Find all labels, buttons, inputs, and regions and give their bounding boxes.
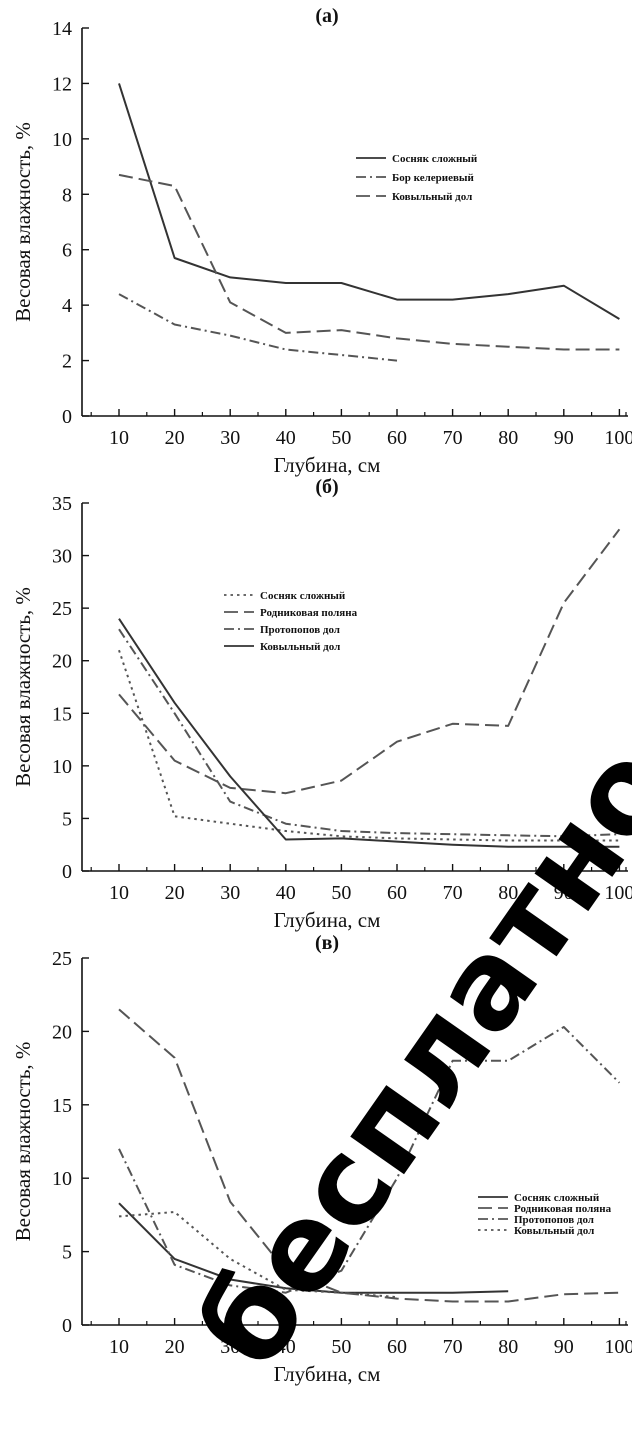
y-tick-label: 20 xyxy=(52,651,72,673)
x-tick-label: 60 xyxy=(387,1336,407,1358)
x-tick-label: 70 xyxy=(443,427,463,449)
x-tick-label: 30 xyxy=(220,1336,240,1358)
y-tick-label: 12 xyxy=(52,73,72,95)
x-tick-label: 100 xyxy=(604,427,632,449)
legend-label: Сосняк сложный xyxy=(260,590,346,602)
x-tick-label: 100 xyxy=(604,882,632,904)
x-tick-label: 80 xyxy=(498,882,518,904)
legend-label: Протопопов дол xyxy=(260,624,340,636)
panel-title: (б) xyxy=(315,476,338,498)
x-tick-label: 10 xyxy=(109,1336,129,1358)
x-tick-label: 40 xyxy=(276,882,296,904)
x-axis-label: Глубина, см xyxy=(274,453,381,477)
legend-label: Ковыльный дол xyxy=(514,1225,594,1237)
legend-label: Сосняк сложный xyxy=(514,1192,600,1204)
x-tick-label: 30 xyxy=(220,427,240,449)
series-line-2 xyxy=(118,293,398,362)
x-tick-label: 30 xyxy=(220,882,240,904)
x-tick-label: 70 xyxy=(443,882,463,904)
y-axis-label: Весовая влажность, % xyxy=(11,587,35,787)
x-tick-label: 80 xyxy=(498,1336,518,1358)
y-axis-label: Весовая влажность, % xyxy=(11,1042,35,1242)
x-tick-label: 40 xyxy=(276,1336,296,1358)
x-tick-label: 90 xyxy=(554,1336,574,1358)
legend-label: Ковыльный дол xyxy=(392,191,472,203)
y-tick-label: 5 xyxy=(62,1242,72,1264)
y-axis-label: Весовая влажность, % xyxy=(11,122,35,322)
x-tick-label: 20 xyxy=(165,427,185,449)
x-tick-label: 100 xyxy=(604,1336,632,1358)
y-tick-label: 6 xyxy=(62,240,72,262)
x-tick-label: 90 xyxy=(554,427,574,449)
series-line-4 xyxy=(118,1211,398,1299)
x-tick-label: 40 xyxy=(276,427,296,449)
y-tick-label: 0 xyxy=(62,1315,72,1337)
y-tick-label: 4 xyxy=(62,295,72,317)
panel-1: 0 2 4 6 8 10 12 14 10 20 30 40 50 60 70 80 90 100 (а) Глуби… xyxy=(11,5,632,477)
legend-label: Ковыльный дол xyxy=(260,641,340,653)
series-line-1 xyxy=(118,1202,509,1294)
series-line-2 xyxy=(118,1008,620,1303)
x-axis-label: Глубина, см xyxy=(274,908,381,932)
series-line-3 xyxy=(118,628,620,838)
y-tick-label: 10 xyxy=(52,1168,72,1190)
y-tick-label: 5 xyxy=(62,808,72,830)
y-tick-label: 20 xyxy=(52,1021,72,1043)
x-tick-label: 70 xyxy=(443,1336,463,1358)
x-tick-label: 50 xyxy=(331,1336,351,1358)
legend-label: Бор келериевый xyxy=(392,172,475,184)
x-tick-label: 10 xyxy=(109,427,129,449)
y-tick-label: 25 xyxy=(52,598,72,620)
y-tick-label: 15 xyxy=(52,1095,72,1117)
y-tick-label: 10 xyxy=(52,756,72,778)
y-tick-label: 10 xyxy=(52,129,72,151)
y-tick-label: 30 xyxy=(52,546,72,568)
y-tick-label: 14 xyxy=(52,18,72,40)
series-line-4 xyxy=(118,618,620,848)
x-tick-label: 60 xyxy=(387,427,407,449)
x-tick-label: 10 xyxy=(109,882,129,904)
y-tick-label: 35 xyxy=(52,493,72,515)
x-axis-label: Глубина, см xyxy=(274,1362,381,1386)
legend-label: Сосняк сложный xyxy=(392,153,478,165)
series-line-1 xyxy=(118,649,620,842)
panel-title: (в) xyxy=(315,932,339,954)
x-tick-label: 60 xyxy=(387,882,407,904)
y-tick-label: 2 xyxy=(62,351,72,373)
panel-2: 0 5 10 15 20 25 30 35 10 20 30 40 50 60 70 80 90 100 (б) Гл… xyxy=(11,476,632,932)
series-line-3 xyxy=(118,1026,621,1294)
y-tick-label: 8 xyxy=(62,184,72,206)
series-line-3 xyxy=(118,173,620,351)
y-tick-label: 15 xyxy=(52,703,72,725)
series-line-1 xyxy=(118,83,620,320)
x-tick-label: 90 xyxy=(554,882,574,904)
x-tick-label: 50 xyxy=(331,427,351,449)
x-tick-label: 80 xyxy=(498,427,518,449)
legend-label: Родниковая поляна xyxy=(514,1203,612,1215)
y-tick-label: 25 xyxy=(52,948,72,970)
legend-label: Родниковая поляна xyxy=(260,607,358,619)
x-tick-label: 20 xyxy=(165,882,185,904)
legend-label: Протопопов дол xyxy=(514,1214,594,1226)
y-tick-label: 0 xyxy=(62,406,72,428)
x-tick-label: 50 xyxy=(331,882,351,904)
panel-title: (а) xyxy=(315,5,338,27)
series-line-2 xyxy=(118,528,621,795)
panel-3: 0 5 10 15 20 25 10 20 30 40 50 60 70 80 90 100 (в) Глубин… xyxy=(11,932,632,1386)
x-tick-label: 20 xyxy=(165,1336,185,1358)
y-tick-label: 0 xyxy=(62,861,72,883)
